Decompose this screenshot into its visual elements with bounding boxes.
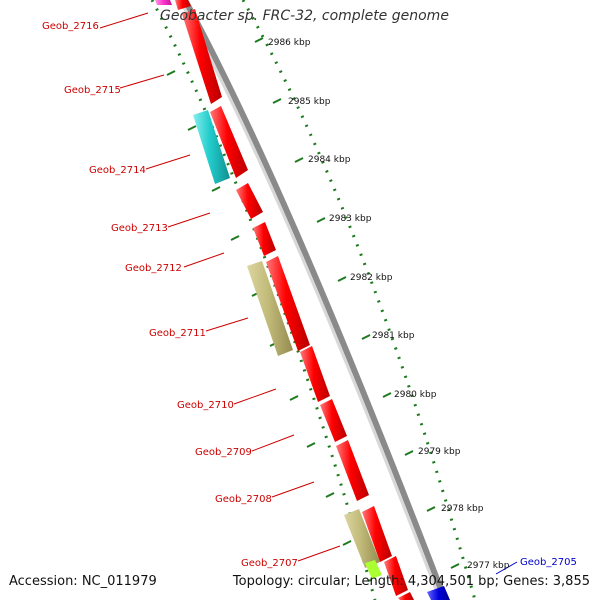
gene-geob-2705-blue[interactable] bbox=[427, 586, 450, 600]
gene-label[interactable]: Geob_2707 bbox=[241, 558, 298, 569]
gene-geob-2707-forward[interactable] bbox=[362, 506, 392, 562]
label-leader-geob-2705 bbox=[495, 561, 518, 575]
gene-label[interactable]: Geob_2705 bbox=[520, 557, 577, 568]
gene-geob-2710-forward[interactable] bbox=[300, 346, 330, 402]
inner-ring-ticks bbox=[166, 70, 352, 546]
backbone-ring bbox=[182, 0, 448, 600]
kbp-label: 2979 kbp bbox=[418, 447, 461, 457]
gene-label[interactable]: Geob_2713 bbox=[111, 223, 168, 234]
gene-label[interactable]: Geob_2716 bbox=[42, 21, 99, 32]
gene-geob-2716-forward[interactable] bbox=[175, 0, 191, 10]
kbp-label: 2984 kbp bbox=[308, 155, 351, 165]
kbp-label: 2981 kbp bbox=[372, 331, 415, 341]
gene-label[interactable]: Geob_2709 bbox=[195, 447, 252, 458]
gene-geob-2711-forward[interactable] bbox=[266, 256, 310, 351]
gene-label[interactable]: Geob_2715 bbox=[64, 85, 121, 96]
map-title: Geobacter sp. FRC-32, complete genome bbox=[160, 8, 449, 24]
kbp-label: 2978 kbp bbox=[441, 504, 484, 514]
gene-geob-2713-forward[interactable] bbox=[236, 183, 263, 219]
gene-geob-2714-cyan[interactable] bbox=[193, 110, 230, 184]
gene-geob-2712-forward[interactable] bbox=[253, 222, 276, 256]
inner-dotted-ring bbox=[150, 0, 377, 600]
gene-geob-2715-forward[interactable] bbox=[182, 9, 222, 104]
gene-geob-2706-forward[interactable] bbox=[384, 556, 408, 596]
kbp-label: 2977 kbp bbox=[467, 561, 510, 571]
gene-geob-2716-magenta[interactable] bbox=[155, 0, 172, 5]
kbp-label: 2980 kbp bbox=[394, 390, 437, 400]
genome-summary-text: Topology: circular; Length: 4,304,501 bp… bbox=[232, 574, 590, 589]
gene-green-fragment[interactable] bbox=[365, 560, 382, 579]
gene-label[interactable]: Geob_2708 bbox=[215, 494, 272, 505]
kbp-label: 2982 kbp bbox=[350, 273, 393, 283]
scale-ring-ticks bbox=[254, 37, 460, 569]
gene-label[interactable]: Geob_2714 bbox=[89, 165, 146, 176]
kbp-labels: 2986 kbp 2985 kbp 2984 kbp 2983 kbp 2982… bbox=[268, 38, 510, 571]
gene-track-forward bbox=[175, 0, 414, 600]
label-leaders bbox=[99, 12, 341, 562]
gene-geob-2714-forward[interactable] bbox=[210, 106, 248, 178]
accession-text: Accession: NC_011979 bbox=[9, 574, 157, 589]
kbp-label: 2986 kbp bbox=[268, 38, 311, 48]
gene-geob-2709-forward[interactable] bbox=[320, 399, 347, 442]
gene-label[interactable]: Geob_2712 bbox=[125, 263, 182, 274]
gene-geob-2711-khaki[interactable] bbox=[247, 261, 293, 356]
gene-geob-2707-khaki[interactable] bbox=[344, 509, 380, 568]
gene-label[interactable]: Geob_2710 bbox=[177, 400, 234, 411]
gene-track-reverse bbox=[155, 0, 450, 600]
gene-label[interactable]: Geob_2711 bbox=[149, 328, 206, 339]
kbp-label: 2983 kbp bbox=[329, 214, 372, 224]
gene-geob-2708-forward[interactable] bbox=[336, 440, 369, 501]
gene-forward-edge[interactable] bbox=[398, 592, 414, 600]
kbp-label: 2985 kbp bbox=[288, 97, 331, 107]
gene-labels: Geob_2716 Geob_2715 Geob_2714 Geob_2713 … bbox=[42, 21, 577, 569]
